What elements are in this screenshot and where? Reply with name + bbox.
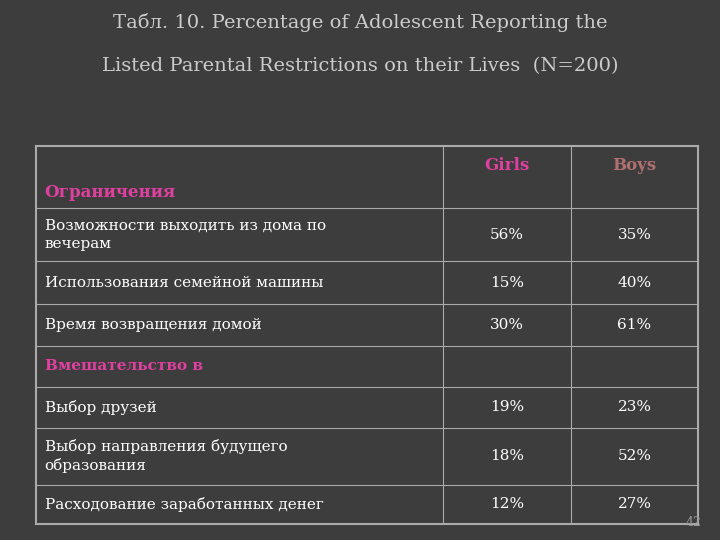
Text: Расходование заработанных денег: Расходование заработанных денег bbox=[45, 497, 323, 512]
Text: Ограничения: Ограничения bbox=[45, 184, 176, 201]
Text: 27%: 27% bbox=[618, 497, 652, 511]
Text: 42: 42 bbox=[686, 516, 702, 529]
Text: 30%: 30% bbox=[490, 318, 524, 332]
Text: 35%: 35% bbox=[618, 228, 652, 242]
Text: 61%: 61% bbox=[618, 318, 652, 332]
Text: Использования семейной машины: Использования семейной машины bbox=[45, 276, 323, 290]
Text: 15%: 15% bbox=[490, 276, 524, 290]
Text: Время возвращения домой: Время возвращения домой bbox=[45, 318, 261, 332]
Text: Вмешательство в: Вмешательство в bbox=[45, 359, 202, 373]
Text: 52%: 52% bbox=[618, 449, 652, 463]
Text: Возможности выходить из дома по
вечерам: Возможности выходить из дома по вечерам bbox=[45, 219, 325, 251]
Text: Listed Parental Restrictions on their Lives  (N=200): Listed Parental Restrictions on their Li… bbox=[102, 57, 618, 75]
Text: 12%: 12% bbox=[490, 497, 524, 511]
Text: Boys: Boys bbox=[613, 157, 657, 174]
Text: Выбор направления будущего
образования: Выбор направления будущего образования bbox=[45, 440, 287, 473]
Text: 40%: 40% bbox=[618, 276, 652, 290]
Text: 23%: 23% bbox=[618, 400, 652, 414]
Text: 18%: 18% bbox=[490, 449, 524, 463]
Text: Girls: Girls bbox=[485, 157, 530, 174]
Text: Выбор друзей: Выбор друзей bbox=[45, 400, 156, 415]
Text: 56%: 56% bbox=[490, 228, 524, 242]
Text: Табл. 10. Percentage of Adolescent Reporting the: Табл. 10. Percentage of Adolescent Repor… bbox=[113, 14, 607, 32]
Text: 19%: 19% bbox=[490, 400, 524, 414]
